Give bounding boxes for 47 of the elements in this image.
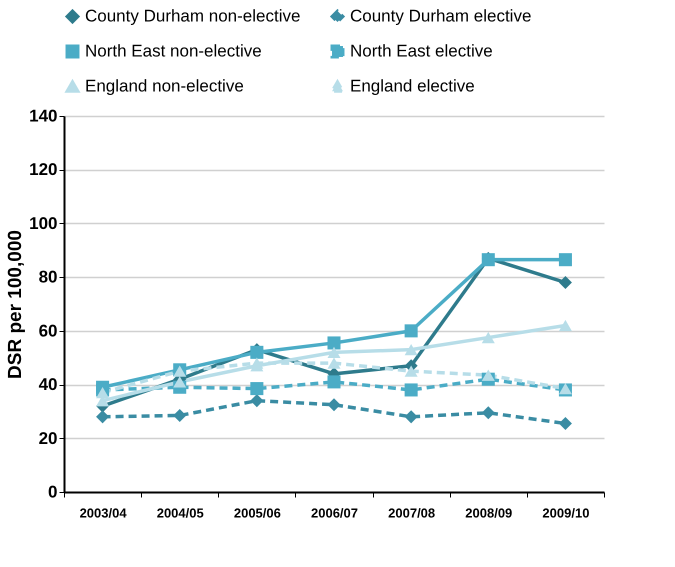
point xyxy=(482,370,495,381)
y-tick-label: 120 xyxy=(29,160,58,180)
point xyxy=(404,365,418,377)
point xyxy=(558,276,572,290)
y-tick-label: 60 xyxy=(38,321,58,340)
y-axis-title: DSR per 100,000 xyxy=(5,230,26,379)
point xyxy=(327,346,341,358)
y-tick-label: 100 xyxy=(29,214,58,233)
x-tick-label: 2008/09 xyxy=(465,506,512,520)
point xyxy=(482,332,495,344)
x-tick-label: 2007/08 xyxy=(388,506,436,520)
point xyxy=(250,382,264,396)
point xyxy=(327,336,341,350)
legend-label: North East non-elective xyxy=(85,42,262,60)
point xyxy=(482,406,495,420)
y-tick-label: 0 xyxy=(48,482,58,502)
point xyxy=(327,357,341,369)
legend-label: England non-elective xyxy=(85,76,244,96)
point xyxy=(558,320,572,332)
point xyxy=(404,410,418,424)
point xyxy=(558,416,572,430)
point xyxy=(404,383,418,396)
x-tick-label: 2005/06 xyxy=(234,506,281,520)
legend-label: North East elective xyxy=(350,42,493,60)
point xyxy=(404,324,418,338)
point xyxy=(327,375,341,388)
y-tick-label: 20 xyxy=(38,428,58,448)
legend-label: County Durham non-elective xyxy=(85,6,300,26)
point xyxy=(250,346,264,359)
point xyxy=(327,398,341,412)
point xyxy=(173,376,186,388)
point xyxy=(173,408,186,422)
y-tick-label: 80 xyxy=(38,268,58,287)
legend-label: England elective xyxy=(350,76,475,96)
y-tick-label: 140 xyxy=(29,106,58,126)
point xyxy=(250,394,264,408)
x-tick-label: 2009/10 xyxy=(542,506,590,520)
point xyxy=(250,357,264,369)
point xyxy=(558,253,572,266)
point xyxy=(404,344,418,356)
x-tick-label: 2004/05 xyxy=(156,506,204,520)
point xyxy=(96,410,110,424)
point xyxy=(96,386,110,398)
x-tick-label: 2006/07 xyxy=(311,506,358,520)
legend-label: County Durham elective xyxy=(350,6,532,26)
x-tick-label: 2003/04 xyxy=(80,506,128,520)
y-tick-label: 40 xyxy=(38,375,58,394)
